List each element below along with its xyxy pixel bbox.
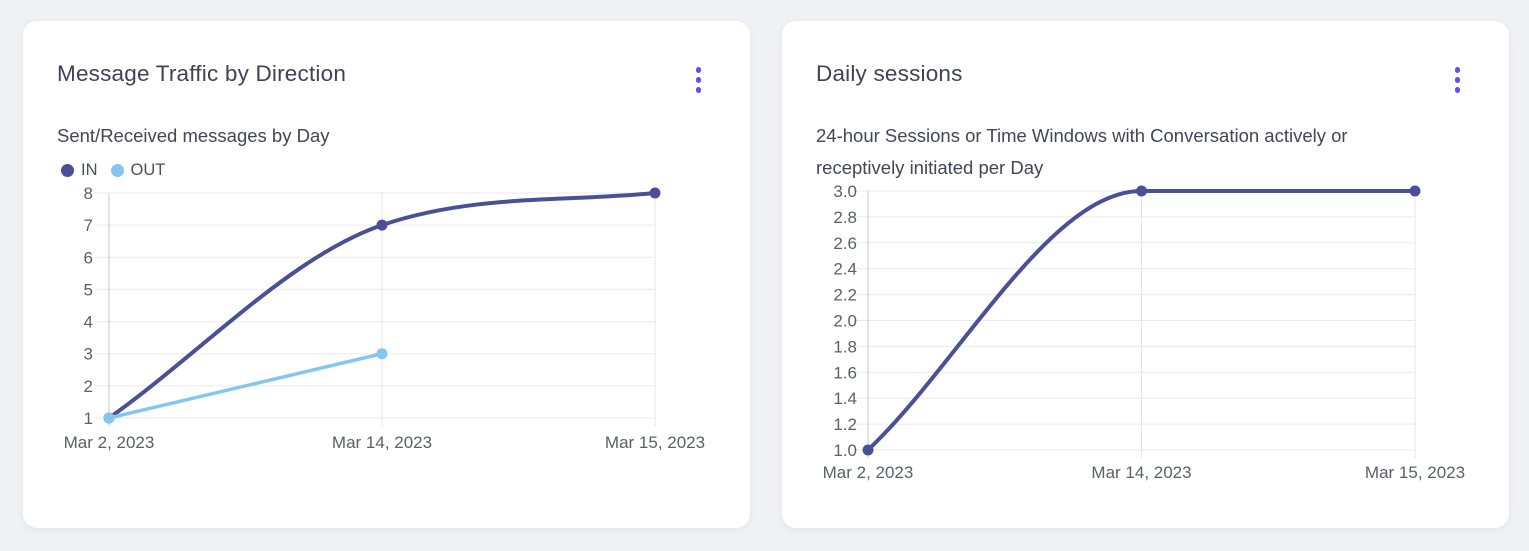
x-tick-label: Mar 2, 2023 [64,433,155,452]
y-tick-label: 1.8 [833,337,857,356]
y-tick-label: 2.0 [833,312,857,331]
card-header: Daily sessions [816,59,1465,99]
y-tick-label: 7 [84,216,93,235]
kebab-menu-icon[interactable] [691,61,707,99]
card-subtitle: Sent/Received messages by Day [57,125,330,146]
data-point-OUT [103,412,115,424]
card-title: Daily sessions [816,61,963,86]
y-tick-label: 1.2 [833,415,857,434]
data-point-main [1136,185,1147,197]
kebab-menu-icon[interactable] [1450,61,1466,99]
message-traffic-chart: 8 7 6 5 4 3 2 1 Mar 2, 2023 Mar 14, 2023 Mar 15, 2… [64,184,705,452]
y-tick-label: 6 [84,248,93,267]
x-tick-label: Mar 15, 2023 [605,433,705,452]
y-tick-label: 3 [84,345,93,364]
y-tick-label: 3.0 [833,182,857,201]
data-point-IN [649,187,661,199]
y-tick-label: 2.6 [833,234,857,253]
data-point-IN [376,219,388,231]
legend-item-in[interactable]: IN [61,161,98,180]
card-daily-sessions: Daily sessions 24-hour Sessions or Time … [782,21,1509,528]
series-line-OUT [107,351,384,420]
kebab-dot [1454,87,1460,93]
x-tick-label: Mar 15, 2023 [1365,463,1465,482]
kebab-dot [1454,77,1460,83]
legend-label-out: OUT [130,161,166,179]
y-tick-label: 5 [84,280,93,299]
y-tick-label: 2.4 [833,260,857,279]
card-title: Message Traffic by Direction [57,61,347,86]
legend-dot-out [110,164,124,177]
x-tick-label: Mar 14, 2023 [1091,463,1191,482]
y-tick-label: 2.2 [833,286,857,305]
card-subtitle: 24-hour Sessions or Time Windows with Co… [816,125,1348,178]
y-tick-label: 2.8 [833,208,857,227]
y-tick-label: 1.0 [833,441,857,460]
legend-label-in: IN [81,161,98,179]
data-point-main [862,444,874,456]
legend-dot-in [61,164,74,177]
y-tick-label: 2 [84,377,93,396]
x-tick-label: Mar 14, 2023 [332,433,432,452]
series-line-main [866,189,1417,452]
chart-legend: IN OUT [61,161,165,180]
y-tick-label: 4 [84,313,93,332]
y-tick-label: 1.4 [833,389,857,408]
y-tick-label: 1.6 [833,363,857,382]
y-tick-label: 8 [84,184,93,203]
daily-sessions-chart: 3.0 2.8 2.6 2.4 2.2 2.0 1.8 1.6 1.4 1.2 1.0 Mar 2, … [823,182,1465,482]
data-point-OUT [376,348,388,360]
legend-item-out[interactable]: OUT [110,161,166,180]
y-tick-label: 1 [84,409,93,428]
kebab-dot [695,77,701,83]
kebab-dot [695,87,701,93]
kebab-dot [1454,67,1460,73]
card-message-traffic: Message Traffic by Direction Sent/Receiv… [23,21,750,528]
x-tick-label: Mar 2, 2023 [823,463,914,482]
data-point-main [1409,185,1421,197]
card-header: Message Traffic by Direction [57,59,706,99]
kebab-dot [695,67,701,73]
